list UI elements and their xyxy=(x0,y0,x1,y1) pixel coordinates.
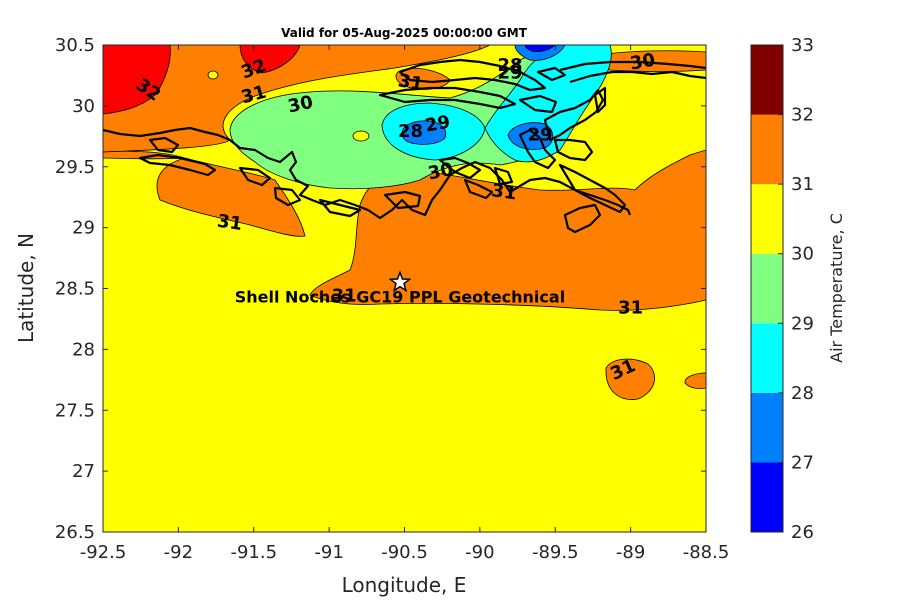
temperature-band-31-32-north xyxy=(103,45,491,153)
colorbar-tick-label: 29 xyxy=(791,313,814,334)
colorbar-tick-label: 27 xyxy=(791,452,814,473)
x-tick-label: -89 xyxy=(616,542,645,563)
temperature-band-32-33 xyxy=(103,45,171,115)
chart-title: Valid for 05-Aug-2025 00:00:00 GMT xyxy=(281,26,528,40)
x-tick-label: -91 xyxy=(314,542,343,563)
coastline xyxy=(103,58,706,234)
x-tick-label: -91.5 xyxy=(230,542,277,563)
contour-label: 31 xyxy=(618,297,643,318)
colorbar-tick-label: 31 xyxy=(791,174,814,195)
site-label: Shell Noches GC19 PPL Geotechnical xyxy=(235,287,565,306)
x-tick-label: -92.5 xyxy=(80,542,127,563)
y-tick-label: 30 xyxy=(72,96,95,117)
contour-label: 31 xyxy=(396,70,424,95)
temperature-band-27-28-west xyxy=(401,120,447,145)
colorbar-segment xyxy=(751,253,783,324)
y-tick-label: 27 xyxy=(72,461,95,482)
y-tick-label: 29 xyxy=(72,218,95,239)
contour-label: 31 xyxy=(490,180,518,204)
contour-label: 29 xyxy=(424,112,452,137)
y-tick-label: 27.5 xyxy=(55,400,95,421)
colorbar-segment xyxy=(751,114,783,185)
temperature-island-yellow xyxy=(352,130,370,142)
contour-label: 29 xyxy=(497,63,522,84)
x-tick-label: -89.5 xyxy=(532,542,579,563)
x-tick-label: -90.5 xyxy=(381,542,428,563)
contour-label: 28 xyxy=(398,121,423,142)
x-tick-label: -88.5 xyxy=(683,542,730,563)
site-marker: Shell Noches GC19 PPL Geotechnical xyxy=(235,270,565,306)
x-axis-label: Longitude, E xyxy=(342,573,467,597)
colorbar-segment xyxy=(751,462,783,532)
colorbar-label: Air Temperature, C xyxy=(827,213,846,363)
temperature-band-32-33-small xyxy=(239,45,301,74)
x-axis: -92.5 -92 -91.5 -91 -90.5 -90 -89.5 -89 -88.5 xyxy=(80,45,730,563)
colorbar-frame xyxy=(750,44,784,533)
temperature-island-small xyxy=(207,70,219,80)
y-tick-label: 28 xyxy=(72,339,95,360)
colorbar-tick-label: 32 xyxy=(791,105,814,126)
colorbar: 26 27 28 29 30 31 32 33 xyxy=(750,35,814,543)
y-tick-label: 30.5 xyxy=(55,35,95,56)
temperature-band-31-32-southeast xyxy=(605,358,655,400)
temperature-band-31-32-east xyxy=(684,372,706,389)
contour-label: 28 xyxy=(497,55,522,76)
x-tick-label: -90 xyxy=(465,542,494,563)
colorbar-segment xyxy=(751,392,783,463)
colorbar-tick-label: 28 xyxy=(791,383,814,404)
contour-label: 31 xyxy=(216,211,244,235)
contour-label: 31 xyxy=(332,285,357,306)
contour-label: 30 xyxy=(629,50,657,75)
colorbar-tick-label: 33 xyxy=(791,35,814,56)
colorbar-segment-top xyxy=(751,45,783,115)
temperature-band-26-27 xyxy=(524,45,556,53)
colorbar-segment xyxy=(751,323,783,393)
colorbar-segment xyxy=(751,184,783,254)
site-star-icon xyxy=(388,270,412,293)
y-tick-label: 28.5 xyxy=(55,279,95,300)
contour-label: 30 xyxy=(286,92,315,118)
y-tick-label: 29.5 xyxy=(55,157,95,178)
colorbar-tick-label: 30 xyxy=(791,244,814,265)
y-tick-label: 26.5 xyxy=(55,522,95,543)
x-tick-label: -92 xyxy=(164,542,193,563)
contour-label: 30 xyxy=(426,159,455,185)
contour-label: 29 xyxy=(528,125,553,146)
colorbar-tick-label: 26 xyxy=(791,522,814,543)
y-axis: 26.5 27 27.5 28 28.5 29 29.5 30 30.5 xyxy=(55,35,706,543)
y-axis-label: Latitude, N xyxy=(14,233,38,343)
plot-area xyxy=(103,45,706,532)
